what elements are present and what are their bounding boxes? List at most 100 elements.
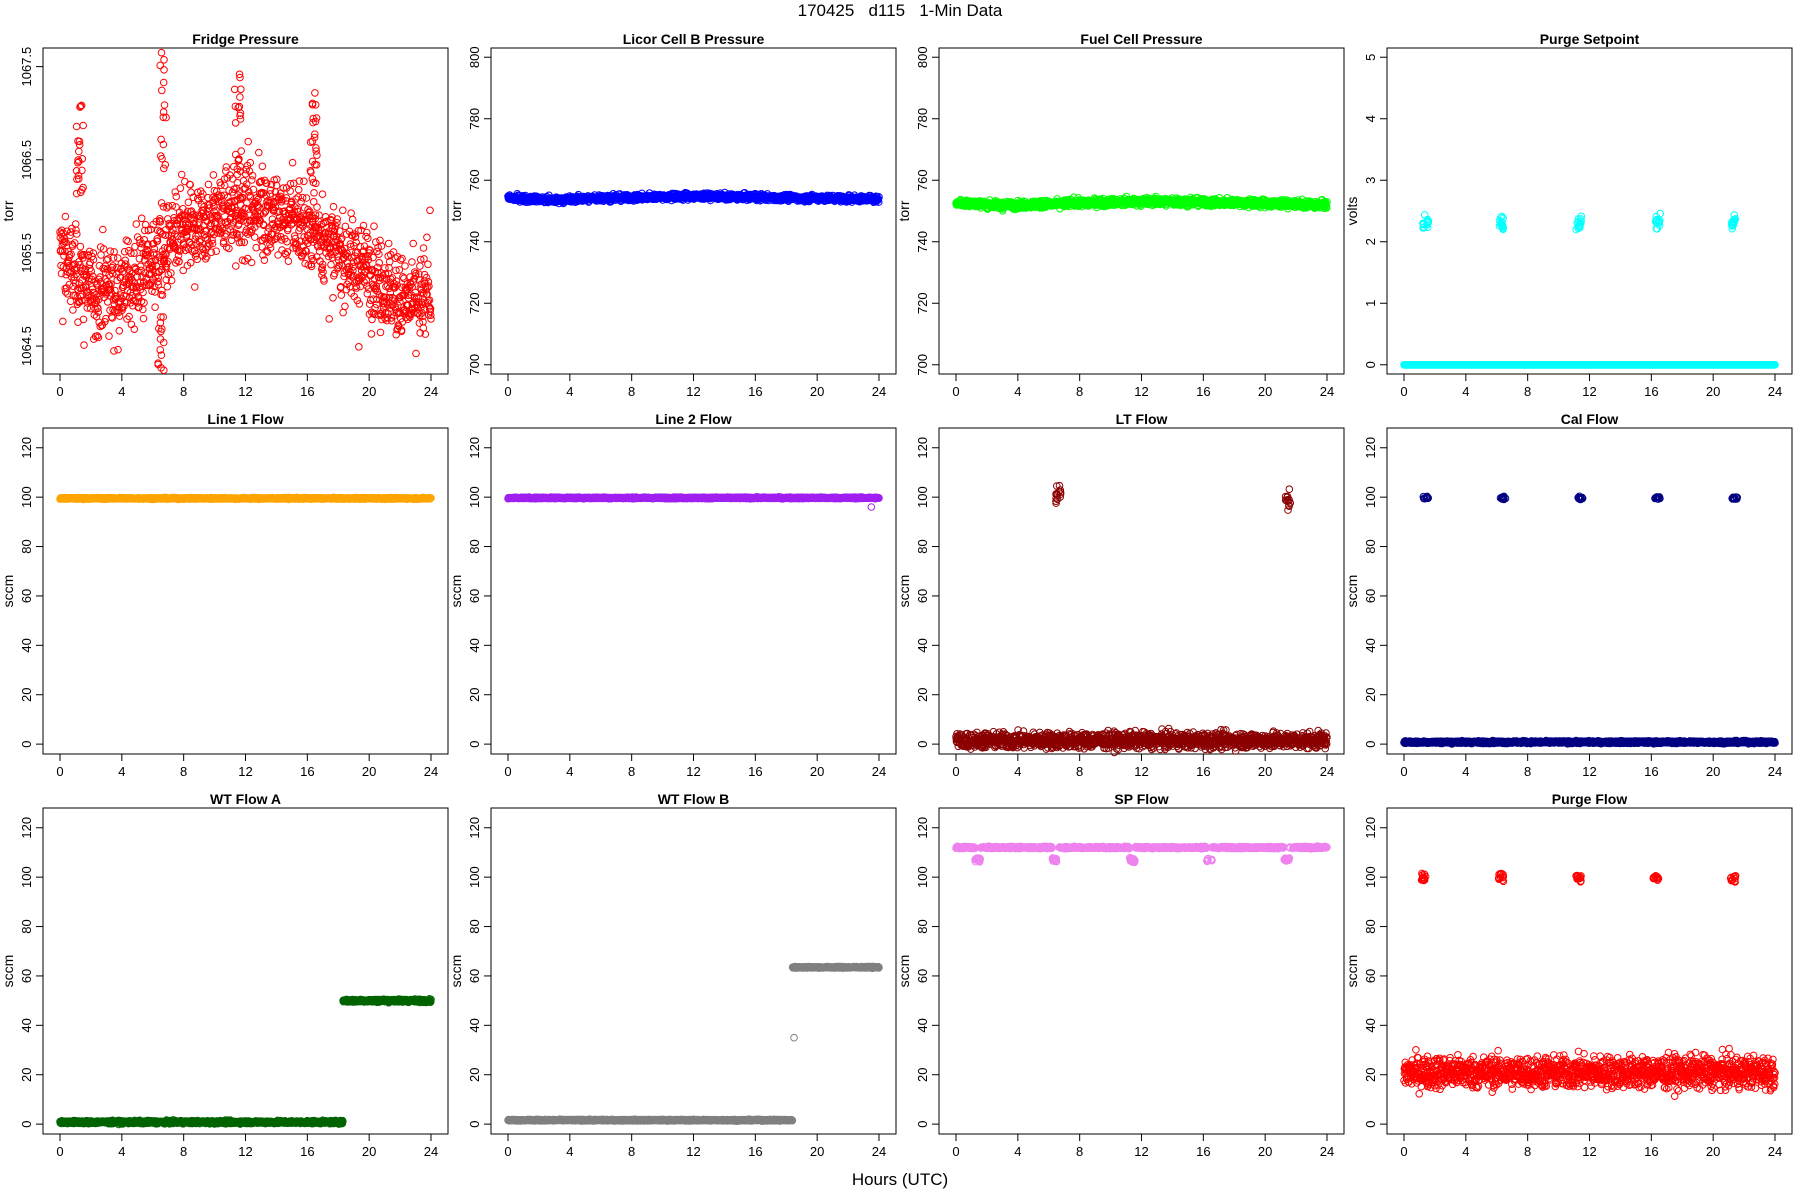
data-point <box>60 237 69 246</box>
y-tick-label: 1065.5 <box>19 233 34 273</box>
data-point <box>297 197 305 206</box>
data-point <box>217 191 225 200</box>
data-point <box>72 122 81 131</box>
x-tick-label: 8 <box>628 384 635 399</box>
data-point <box>243 254 252 263</box>
x-tick-label: 20 <box>1706 384 1720 399</box>
data-point <box>246 158 255 167</box>
data-point <box>409 239 418 248</box>
data-point <box>121 256 129 265</box>
data-point <box>208 228 216 237</box>
y-tick-label: 4 <box>1363 115 1378 122</box>
data-point <box>423 233 431 242</box>
data-point <box>199 190 207 198</box>
data-point <box>181 246 190 255</box>
data-point <box>426 206 434 215</box>
y-tick-label: 720 <box>467 292 482 314</box>
x-tick-label: 24 <box>1320 384 1334 399</box>
data-point <box>281 249 289 258</box>
data-point <box>130 325 139 334</box>
data-point <box>217 181 225 189</box>
data-point <box>313 203 321 211</box>
data-point <box>347 209 355 217</box>
data-point <box>209 171 218 179</box>
data-point <box>88 285 97 294</box>
data-point <box>195 237 204 246</box>
data-point <box>424 260 432 269</box>
data-point <box>235 231 244 239</box>
data-point <box>101 318 109 326</box>
data-point <box>260 234 269 242</box>
data-point <box>115 327 124 335</box>
x-tick-label: 0 <box>56 384 63 399</box>
data-point <box>302 194 311 202</box>
y-axis-label: torr <box>896 200 912 221</box>
data-point <box>225 244 233 253</box>
data-point <box>110 347 118 355</box>
data-point <box>259 220 268 229</box>
data-point <box>164 257 172 266</box>
x-tick-label: 20 <box>1258 384 1272 399</box>
data-point <box>375 259 384 267</box>
series-points <box>1400 209 1779 369</box>
data-point <box>325 315 334 323</box>
data-point <box>202 252 211 261</box>
data-point <box>183 207 192 216</box>
data-point <box>67 250 75 258</box>
data-point <box>261 234 269 243</box>
y-tick-label: 800 <box>467 46 482 68</box>
data-point <box>83 304 92 312</box>
data-point <box>316 234 325 242</box>
data-point <box>244 188 253 196</box>
data-point <box>329 294 337 302</box>
data-point <box>310 189 318 197</box>
data-point <box>105 281 114 289</box>
data-point <box>172 203 180 211</box>
x-tick-label: 20 <box>810 384 824 399</box>
data-point <box>147 270 156 279</box>
data-point <box>304 261 313 269</box>
data-point <box>176 220 184 228</box>
data-point <box>72 226 80 234</box>
data-point <box>240 238 249 247</box>
data-point <box>384 239 393 248</box>
data-point <box>172 192 181 201</box>
data-point <box>94 308 102 316</box>
data-point <box>79 315 88 324</box>
data-point <box>232 262 240 270</box>
data-point <box>139 288 147 297</box>
y-tick-label: 700 <box>915 354 930 376</box>
data-point <box>326 249 335 257</box>
x-tick-label: 20 <box>362 384 376 399</box>
data-point <box>252 216 261 224</box>
data-point <box>301 246 310 255</box>
panel-title: Licor Cell B Pressure <box>623 31 765 47</box>
data-point <box>183 231 191 239</box>
data-point <box>104 255 112 263</box>
data-point <box>106 247 115 255</box>
data-point <box>59 229 67 237</box>
data-point <box>348 215 357 224</box>
data-point <box>127 320 136 329</box>
data-point <box>229 228 238 236</box>
data-point <box>305 207 314 216</box>
data-point <box>87 267 95 276</box>
data-point <box>188 215 196 224</box>
data-point <box>177 170 186 179</box>
data-point <box>99 245 108 253</box>
x-tick-label: 8 <box>180 384 187 399</box>
series-points <box>504 188 883 208</box>
data-point <box>254 202 263 210</box>
data-point <box>260 256 269 265</box>
data-point <box>151 303 159 312</box>
data-point <box>168 201 177 210</box>
data-point <box>110 248 118 256</box>
data-point <box>318 190 327 198</box>
panel-title: Fuel Cell Pressure <box>1080 31 1202 47</box>
data-point <box>323 217 331 226</box>
x-tick-label: 4 <box>1014 384 1021 399</box>
